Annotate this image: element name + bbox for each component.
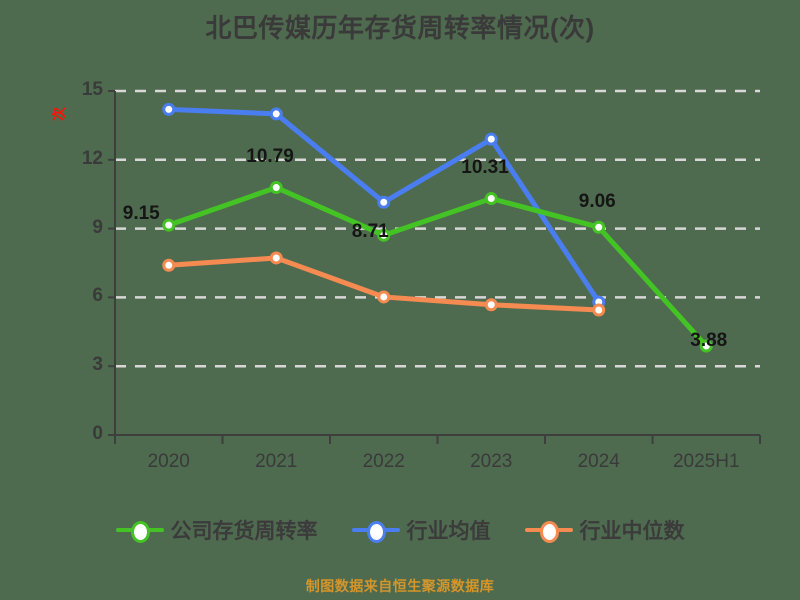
data-point-marker[interactable]: [269, 107, 283, 121]
legend-label: 行业中位数: [579, 520, 685, 543]
data-point-marker[interactable]: [162, 218, 176, 232]
legend-marker-icon: [351, 519, 400, 543]
data-point-marker[interactable]: [484, 298, 498, 312]
data-value-label: 8.71: [351, 221, 389, 243]
legend-item-0[interactable]: 公司存货周转率: [115, 515, 318, 545]
source-note: 制图数据来自恒生聚源数据库: [305, 578, 495, 594]
x-tick-label: 2020: [147, 451, 190, 472]
y-tick-label: 0: [92, 423, 103, 444]
legend-label: 公司存货周转率: [170, 520, 318, 543]
chart-legend: 公司存货周转率 行业均值 行业中位数: [0, 515, 800, 545]
legend-marker-icon: [524, 519, 573, 543]
data-value-label: 9.06: [578, 191, 616, 213]
data-point-marker[interactable]: [592, 220, 606, 234]
data-point-marker[interactable]: [377, 195, 391, 209]
chart-title: 北巴传媒历年存货周转率情况(次): [205, 13, 595, 43]
y-tick-label: 6: [92, 285, 103, 307]
data-point-marker[interactable]: [269, 251, 283, 265]
y-tick-label: 3: [92, 354, 103, 376]
data-point-marker[interactable]: [699, 339, 713, 353]
data-point-marker[interactable]: [269, 181, 283, 195]
data-value-label: 10.79: [246, 145, 294, 167]
data-value-label: 9.15: [122, 203, 160, 225]
x-tick-label: 2021: [255, 451, 298, 472]
y-tick-label: 15: [81, 79, 103, 100]
x-tick-label: 2025H1: [672, 451, 740, 472]
series-line-0: [166, 185, 709, 349]
data-value-label: 3.88: [690, 330, 728, 352]
data-point-marker[interactable]: [484, 132, 498, 146]
data-point-marker[interactable]: [377, 228, 391, 242]
legend-item-2[interactable]: 行业中位数: [524, 515, 685, 545]
data-point-marker[interactable]: [592, 303, 606, 317]
x-tick-label: 2022: [362, 451, 405, 472]
data-point-marker[interactable]: [162, 102, 176, 116]
data-point-marker[interactable]: [377, 290, 391, 304]
data-value-label: 10.31: [461, 156, 509, 178]
data-point-marker[interactable]: [162, 258, 176, 272]
y-tick-label: 9: [92, 216, 103, 238]
x-tick-label: 2023: [470, 451, 513, 472]
legend-marker-icon: [115, 519, 164, 543]
legend-label: 行业均值: [406, 520, 491, 543]
x-tick-label: 2024: [577, 451, 620, 472]
y-tick-label: 12: [81, 147, 103, 169]
data-point-marker[interactable]: [484, 192, 498, 206]
legend-item-1[interactable]: 行业均值: [351, 515, 491, 545]
